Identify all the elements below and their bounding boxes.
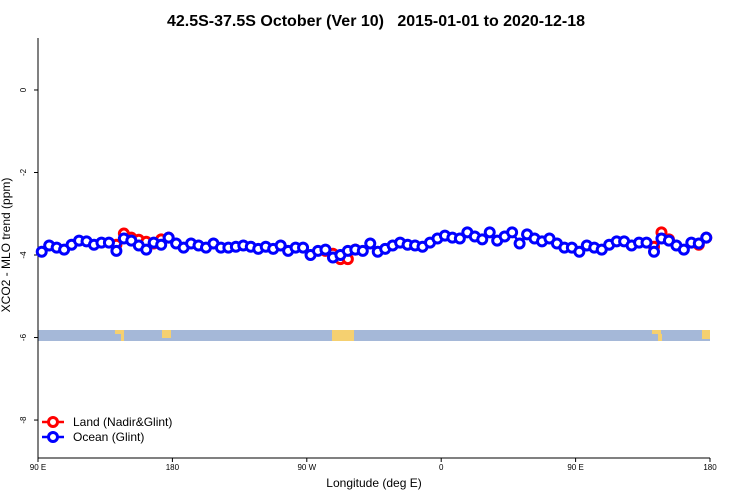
marker	[453, 232, 466, 245]
marker	[162, 231, 175, 244]
chart-title: 42.5S-37.5S October (Ver 10) 2015-01-01 …	[167, 13, 585, 30]
marker	[297, 241, 310, 254]
marker	[648, 245, 660, 258]
marker	[483, 226, 496, 239]
marker	[35, 245, 48, 258]
land-patch	[121, 334, 124, 341]
legend-label: Land (Nadir&Glint)	[73, 415, 172, 429]
marker	[677, 243, 690, 256]
marker	[692, 237, 705, 250]
land-patch	[332, 330, 354, 341]
ocean-strip	[38, 330, 710, 341]
marker	[506, 226, 519, 239]
marker	[110, 244, 123, 257]
y-tick-label: -6	[19, 333, 28, 341]
marker	[274, 239, 287, 252]
marker	[640, 236, 653, 249]
land-patch	[115, 330, 124, 334]
legend-marker	[47, 431, 59, 443]
surface-strip	[38, 330, 710, 341]
x-tick-label: 90 W	[297, 463, 316, 472]
marker	[573, 245, 586, 258]
x-tick-label: 180	[166, 463, 180, 472]
marker	[102, 236, 115, 249]
marker	[513, 237, 526, 250]
marker	[155, 238, 168, 251]
y-tick-label: -4	[19, 251, 28, 259]
x-tick-label: 90 E	[567, 463, 583, 472]
legend-label: Ocean (Glint)	[73, 430, 144, 444]
marker	[140, 243, 153, 256]
land-patch	[652, 330, 661, 334]
y-axis-label: XCO2 - MLO trend (ppm)	[0, 178, 13, 313]
land-patch	[658, 334, 662, 341]
x-tick-label: 90 E	[30, 463, 46, 472]
marker	[364, 237, 377, 250]
marker	[476, 233, 489, 246]
y-tick-label: 0	[19, 87, 28, 92]
x-tick-label: 0	[439, 463, 444, 472]
marker	[700, 231, 713, 244]
y-tick-label: -8	[19, 416, 28, 424]
legend: Land (Nadir&Glint)Ocean (Glint)	[42, 415, 172, 444]
land-patch	[702, 330, 710, 339]
land-patch	[162, 330, 171, 338]
marker	[319, 243, 332, 256]
marker	[356, 244, 369, 257]
x-tick-label: 180	[703, 463, 717, 472]
x-axis-label: Longitude (deg E)	[326, 476, 421, 490]
legend-marker	[47, 416, 59, 428]
y-tick-label: -2	[19, 168, 28, 176]
